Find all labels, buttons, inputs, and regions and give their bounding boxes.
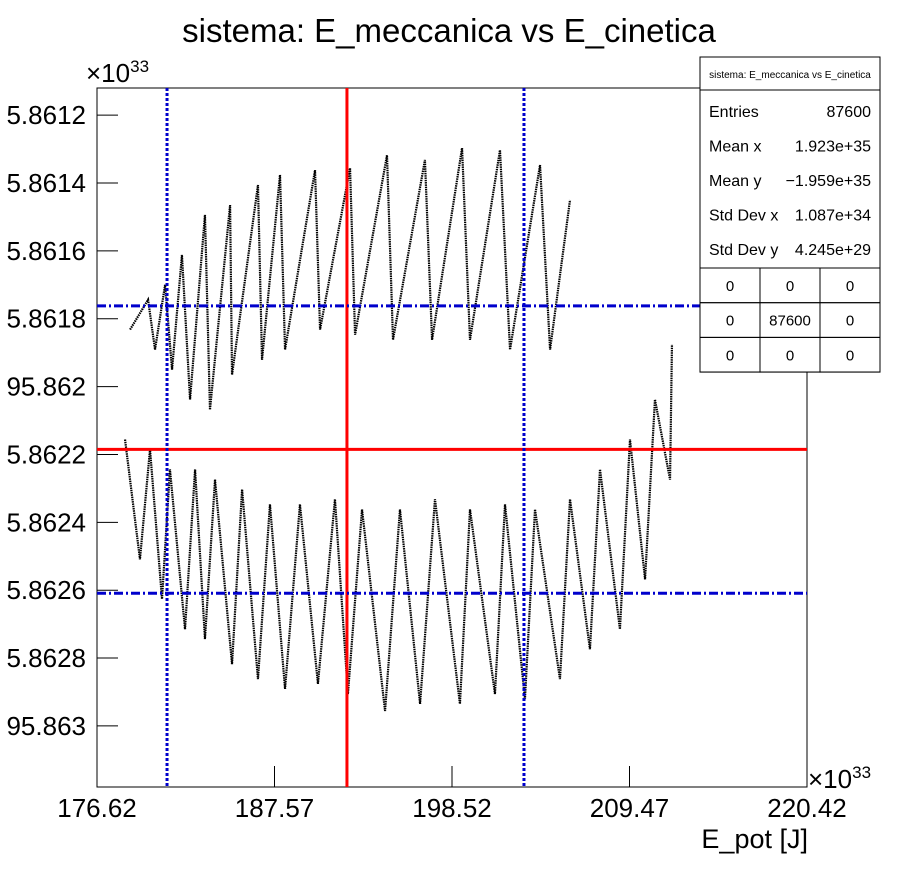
stats-value: 1.923e+35 bbox=[795, 139, 871, 156]
y-tick-label: 5.8612 bbox=[6, 100, 86, 130]
stats-title: sistema: E_meccanica vs E_cinetica bbox=[709, 70, 871, 81]
stats-key: Std Dev x bbox=[709, 208, 778, 225]
y-tick-label: 5.8628 bbox=[6, 643, 86, 673]
y-tick-label: 5.8614 bbox=[6, 168, 86, 198]
data-trace bbox=[123, 344, 674, 712]
stats-key: Mean y bbox=[709, 173, 761, 190]
y-multiplier-exponent: 33 bbox=[130, 57, 149, 76]
x-tick-label: 220.42 bbox=[767, 793, 847, 823]
stats-cell-value: 0 bbox=[726, 313, 734, 330]
y-tick-label: 95.863 bbox=[6, 711, 86, 741]
stats-key: Entries bbox=[709, 104, 759, 121]
x-tick-label: 176.62 bbox=[57, 793, 137, 823]
x-multiplier-exponent: 33 bbox=[852, 763, 871, 782]
x-tick-label: 187.57 bbox=[235, 793, 315, 823]
x-axis-title: E_pot [J] bbox=[701, 824, 808, 854]
stats-cell-value: 0 bbox=[846, 313, 854, 330]
stats-value: 87600 bbox=[827, 104, 872, 121]
stats-cell-value: 0 bbox=[726, 278, 734, 295]
stats-cell-value: 0 bbox=[846, 278, 854, 295]
y-tick-label: 5.8616 bbox=[6, 236, 86, 266]
stats-cell bbox=[819, 336, 881, 373]
x-tick-label: 209.47 bbox=[590, 793, 670, 823]
y-tick-label: 5.8622 bbox=[6, 439, 86, 469]
x-multiplier-base: ×10 bbox=[808, 764, 852, 794]
stats-key: Std Dev y bbox=[709, 242, 778, 259]
stats-cell-value: 0 bbox=[726, 347, 734, 364]
stats-value: −1.959e+35 bbox=[786, 173, 872, 190]
stats-cell-value: 0 bbox=[846, 347, 854, 364]
stats-key: Mean x bbox=[709, 139, 761, 156]
y-multiplier: ×1033 bbox=[86, 57, 149, 88]
stats-cell-value: 0 bbox=[786, 347, 794, 364]
y-tick-label: 5.8618 bbox=[6, 304, 86, 334]
x-multiplier: ×1033 bbox=[808, 763, 871, 794]
stats-cell-value: 0 bbox=[786, 278, 794, 295]
chart-title: sistema: E_meccanica vs E_cinetica bbox=[182, 12, 716, 49]
y-tick-label: 95.862 bbox=[6, 372, 86, 402]
y-tick-label: 5.8626 bbox=[6, 575, 86, 605]
x-tick-label: 198.52 bbox=[412, 793, 492, 823]
stats-box bbox=[699, 56, 881, 373]
stats-cell-value: 87600 bbox=[769, 313, 811, 330]
stats-value: 1.087e+34 bbox=[795, 208, 871, 225]
data-trace bbox=[129, 147, 572, 410]
y-tick-label: 5.8624 bbox=[6, 507, 86, 537]
y-multiplier-base: ×10 bbox=[86, 58, 130, 88]
stats-value: 4.245e+29 bbox=[795, 242, 871, 259]
